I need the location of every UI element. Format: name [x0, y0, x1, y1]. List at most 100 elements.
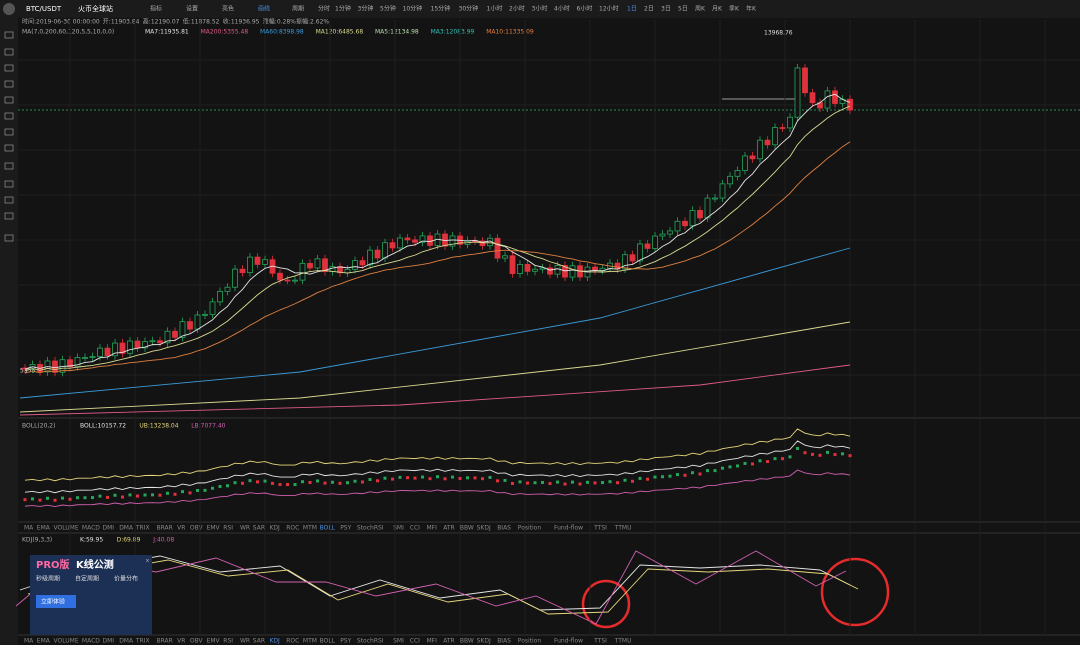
indicator-tab[interactable]: Fund-flow: [554, 638, 583, 645]
indicator-tab[interactable]: CCI: [410, 638, 420, 645]
period-tab[interactable]: 4小时: [554, 5, 570, 13]
indicator-tab[interactable]: SAR: [253, 525, 265, 532]
period-tab[interactable]: 年K: [746, 5, 757, 13]
indicator-tab[interactable]: VOLUME: [54, 638, 79, 645]
period-tab[interactable]: 12小时: [599, 5, 619, 13]
indicator-tab[interactable]: WR: [240, 638, 250, 645]
period-tab[interactable]: 6小时: [577, 5, 593, 13]
period-tab[interactable]: 2日: [644, 6, 654, 13]
exchange[interactable]: 火币全球站: [78, 4, 113, 13]
indicator-tab[interactable]: Fund-flow: [554, 525, 583, 532]
toolbar-button[interactable]: 画线: [258, 5, 270, 13]
indicator-tab[interactable]: SMI: [393, 525, 404, 532]
indicator-tab[interactable]: TRIX: [135, 525, 150, 532]
indicator-tab[interactable]: ROC: [286, 525, 299, 532]
boll-candle: [841, 452, 844, 456]
indicator-tab[interactable]: MTM: [303, 638, 317, 645]
indicator-tab[interactable]: TTMU: [614, 638, 632, 645]
indicator-tab[interactable]: MFI: [427, 525, 438, 532]
indicator-tab[interactable]: SAR: [253, 638, 265, 645]
indicator-tab[interactable]: VR: [177, 525, 185, 532]
indicator-tab[interactable]: OBV: [190, 638, 204, 645]
indicator-tab[interactable]: KDJ: [270, 638, 281, 645]
indicator-tab[interactable]: TTMU: [614, 525, 632, 532]
promo-button[interactable]: [36, 595, 76, 608]
indicator-tab[interactable]: StochRSI: [357, 525, 384, 532]
indicator-tab[interactable]: MA: [24, 525, 34, 532]
indicator-tab[interactable]: BOLL: [320, 638, 336, 645]
indicator-tab[interactable]: VOLUME: [54, 525, 79, 532]
indicator-tab[interactable]: ATR: [443, 638, 454, 645]
indicator-tab[interactable]: EMA: [37, 525, 51, 532]
indicator-tab[interactable]: StochRSI: [357, 638, 384, 645]
period-tab[interactable]: 3日: [661, 6, 671, 13]
promo-button-text[interactable]: 立即体验: [41, 598, 65, 606]
indicator-tab[interactable]: MACD: [82, 638, 100, 645]
indicator-tab[interactable]: RSI: [223, 638, 233, 645]
indicator-tab[interactable]: TTSI: [593, 525, 607, 532]
indicator-tab[interactable]: EMV: [207, 525, 221, 532]
indicator-tab[interactable]: MFI: [427, 638, 438, 645]
period-tab[interactable]: 3分钟: [358, 5, 374, 13]
indicator-tab[interactable]: Position: [518, 525, 542, 532]
period-tab[interactable]: 分时: [318, 5, 330, 13]
period-tab[interactable]: 5分钟: [380, 5, 396, 13]
period-tab[interactable]: 周K: [695, 6, 706, 13]
indicator-tab[interactable]: VR: [177, 638, 185, 645]
indicator-tab[interactable]: BBW: [460, 638, 474, 645]
indicator-tab[interactable]: RSI: [223, 525, 233, 532]
indicator-tab[interactable]: MACD: [82, 525, 100, 532]
indicator-tab[interactable]: EMV: [207, 638, 221, 645]
indicator-value: J:40.08: [152, 537, 174, 544]
period-label[interactable]: 周期: [292, 5, 304, 13]
period-tab[interactable]: 10分钟: [403, 5, 423, 13]
toolbar-button[interactable]: 亮色: [222, 5, 234, 13]
indicator-tab[interactable]: MA: [24, 638, 34, 645]
indicator-tab[interactable]: DMA: [119, 638, 134, 645]
indicator-tab[interactable]: BIAS: [497, 638, 511, 645]
indicator-tab[interactable]: KDJ: [270, 525, 281, 532]
period-tab[interactable]: 2小时: [509, 5, 525, 13]
indicator-tab[interactable]: TTSI: [593, 638, 607, 645]
period-tab[interactable]: 30分钟: [459, 5, 479, 13]
indicator-tab[interactable]: PSY: [340, 525, 351, 532]
close-icon[interactable]: ×: [145, 558, 150, 565]
period-tab[interactable]: 1日: [627, 6, 637, 13]
period-tab[interactable]: 月K: [712, 6, 723, 13]
indicator-tab[interactable]: ROC: [286, 638, 299, 645]
indicator-tab[interactable]: BBW: [460, 525, 474, 532]
boll-candle: [473, 476, 477, 480]
period-tab[interactable]: 1小时: [487, 5, 503, 13]
boll-candle: [46, 496, 49, 500]
indicator-tab[interactable]: ATR: [443, 525, 454, 532]
period-tab[interactable]: 3小时: [532, 5, 548, 13]
period-tab[interactable]: 1分钟: [335, 5, 351, 13]
candle-body: [157, 340, 163, 344]
toolbar-button[interactable]: 设置: [186, 5, 198, 13]
period-tab[interactable]: 15分钟: [431, 5, 451, 13]
indicator-tab[interactable]: BRAR: [157, 638, 173, 645]
indicator-tab[interactable]: MTM: [303, 525, 317, 532]
indicator-tab[interactable]: SKDJ: [477, 525, 491, 532]
period-tab[interactable]: 季K: [729, 5, 740, 13]
indicator-tab[interactable]: BIAS: [497, 525, 511, 532]
indicator-tab[interactable]: DMA: [119, 525, 134, 532]
indicator-tab[interactable]: SMI: [393, 638, 404, 645]
indicator-tab[interactable]: TRIX: [135, 638, 150, 645]
indicator-tab[interactable]: OBV: [190, 525, 204, 532]
toolbar-button[interactable]: 指标: [150, 5, 162, 13]
indicator-tab[interactable]: Position: [518, 638, 542, 645]
indicator-tab[interactable]: EMA: [37, 638, 51, 645]
indicator-tab[interactable]: BRAR: [157, 525, 173, 532]
indicator-tab[interactable]: PSY: [340, 638, 351, 645]
indicator-tab[interactable]: DMI: [103, 525, 115, 532]
indicator-tab[interactable]: WR: [240, 525, 250, 532]
promo-card[interactable]: PRO版 K线公测 秒级周期 自定周期 价量分布 立即体验 ×: [30, 555, 152, 635]
indicator-tab[interactable]: CCI: [410, 525, 420, 532]
period-tab[interactable]: 5日: [678, 6, 688, 13]
indicator-tab[interactable]: SKDJ: [477, 638, 491, 645]
indicator-tab[interactable]: BOLL: [320, 525, 336, 532]
symbol[interactable]: BTC/USDT: [26, 5, 62, 13]
indicator-tab[interactable]: DMI: [103, 638, 115, 645]
boll-candle: [256, 480, 259, 484]
